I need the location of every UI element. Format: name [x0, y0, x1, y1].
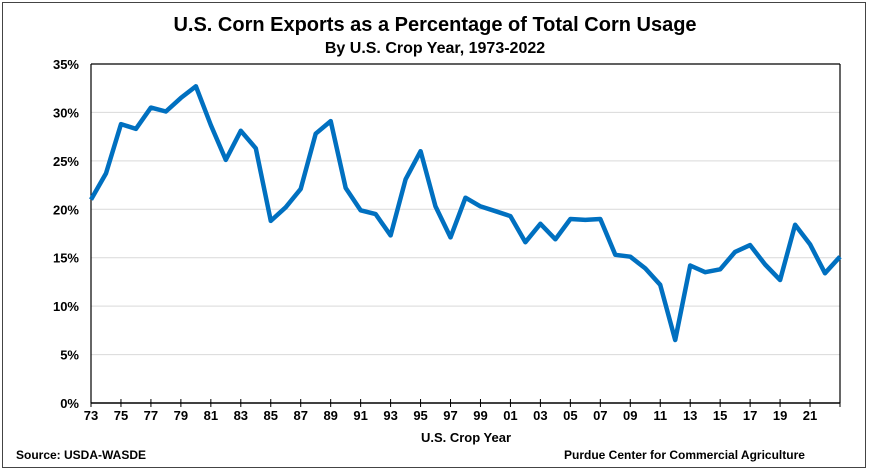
y-tick-label: 10%	[53, 299, 79, 314]
x-tick-label: 19	[773, 408, 787, 423]
x-axis-label: U.S. Crop Year	[421, 430, 511, 445]
x-tick-label: 13	[683, 408, 697, 423]
x-tick-label: 91	[353, 408, 367, 423]
x-tick-label: 85	[264, 408, 278, 423]
y-tick-label: 5%	[60, 348, 79, 363]
x-tick-label: 95	[413, 408, 427, 423]
x-tick-label: 07	[593, 408, 607, 423]
x-tick-label: 21	[803, 408, 817, 423]
y-tick-label: 0%	[60, 396, 79, 411]
credit-note: Purdue Center for Commercial Agriculture	[564, 448, 805, 462]
series-line	[89, 84, 842, 343]
source-note: Source: USDA-WASDE	[16, 448, 147, 462]
chart-subtitle: By U.S. Crop Year, 1973-2022	[324, 40, 546, 57]
x-tick-label: 81	[204, 408, 218, 423]
x-tick-label: 75	[114, 408, 128, 423]
x-tick-label: 93	[383, 408, 397, 423]
x-tick-label: 09	[623, 408, 637, 423]
y-tick-label: 35%	[53, 57, 79, 72]
x-tick-label: 73	[84, 408, 98, 423]
y-tick-label: 20%	[53, 202, 79, 217]
x-tick-label: 11	[653, 408, 667, 423]
x-tick-label: 89	[323, 408, 337, 423]
y-tick-label: 25%	[53, 154, 79, 169]
x-tick-label: 99	[473, 408, 487, 423]
x-tick-label: 05	[563, 408, 577, 423]
x-tick-label: 15	[713, 408, 727, 423]
x-tick-label: 87	[293, 408, 307, 423]
x-tick-label: 79	[174, 408, 188, 423]
x-tick-label: 03	[533, 408, 547, 423]
x-tick-label: 83	[234, 408, 248, 423]
y-tick-label: 30%	[53, 105, 79, 120]
x-tick-label: 97	[443, 408, 457, 423]
x-tick-label: 01	[503, 408, 517, 423]
chart-title: U.S. Corn Exports as a Percentage of Tot…	[173, 14, 697, 36]
x-tick-label: 77	[144, 408, 158, 423]
y-tick-label: 15%	[53, 251, 79, 266]
x-tick-label: 17	[743, 408, 757, 423]
